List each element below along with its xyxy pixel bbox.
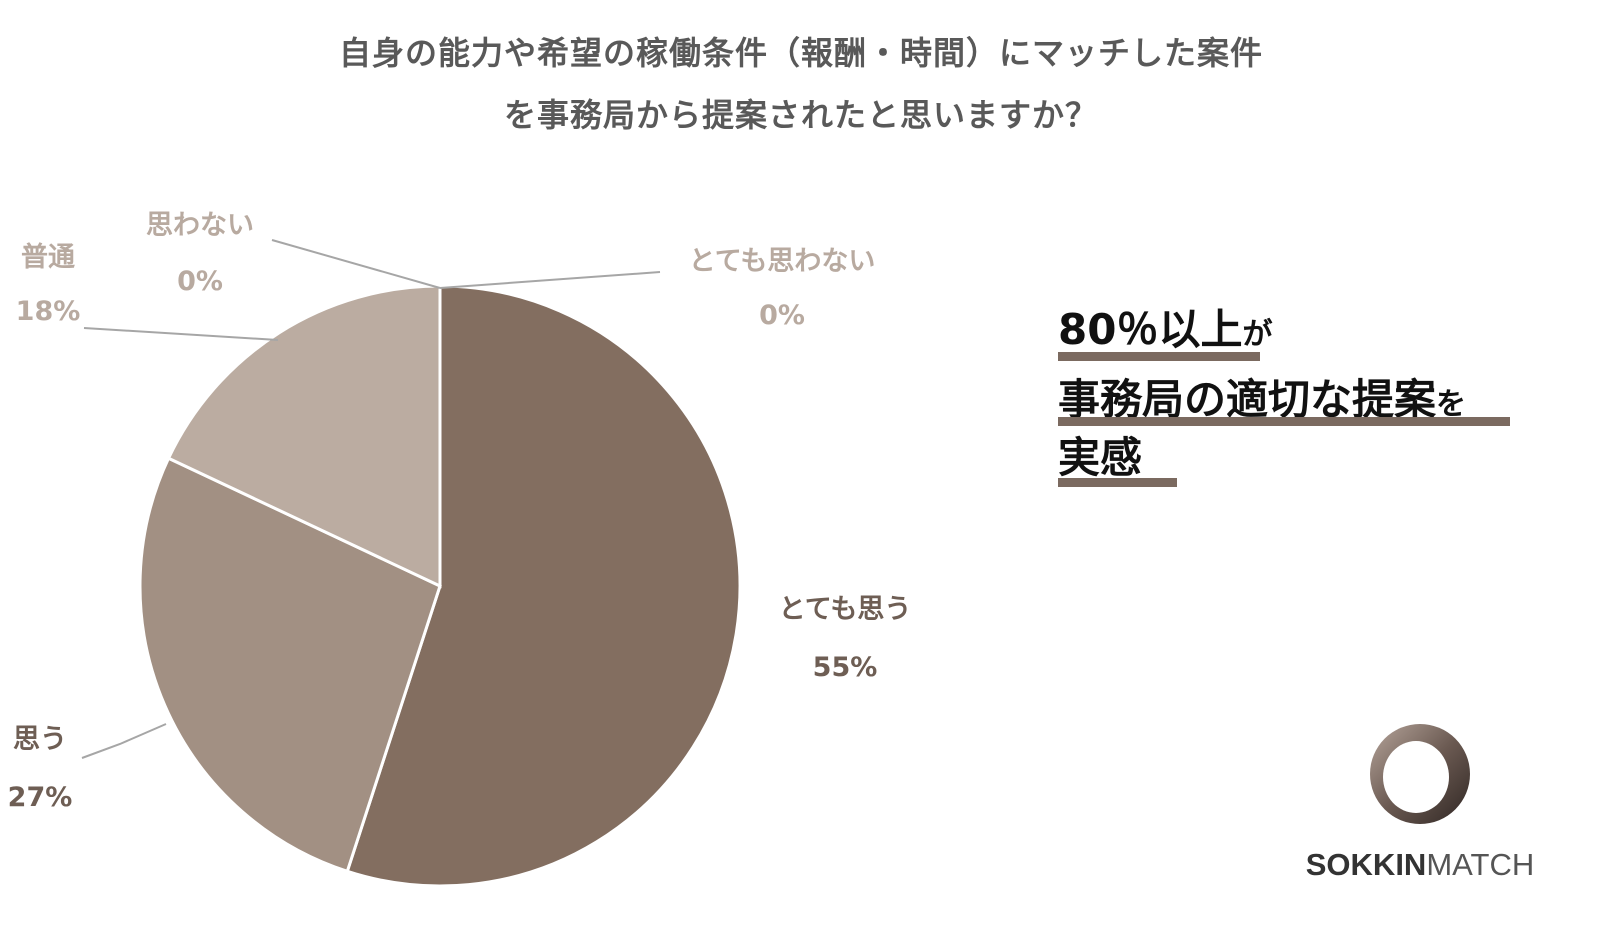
pie-slice-0	[345, 284, 742, 888]
callout-line2-small: を	[1436, 387, 1467, 422]
sokkinmatch-logo: SOKKINMATCH	[1295, 712, 1545, 902]
slice-label-0: とても思う	[779, 594, 912, 625]
slice-value-3: 0%	[177, 266, 223, 297]
pie-slice-1	[138, 456, 442, 874]
pie-slice-2	[166, 284, 442, 589]
leader-line-3	[271, 239, 441, 289]
slice-value-0: 55%	[813, 652, 878, 683]
slice-label-4: とても思わない	[689, 246, 876, 277]
leader-line-1	[81, 723, 167, 759]
callout-line2: 事務局の適切な提案を	[1058, 366, 1466, 427]
callout-line1-big: 80％以上	[1058, 305, 1243, 354]
callout-underline3	[1058, 478, 1177, 487]
callout-line1-small: が	[1242, 317, 1273, 352]
callout-underline2	[1058, 417, 1510, 426]
slice-label-3: 思わない	[146, 210, 254, 241]
slice-value-4: 0%	[759, 300, 805, 331]
callout-line3-big: 実感	[1058, 433, 1143, 482]
callout-line1: 80％以上が	[1058, 296, 1272, 357]
chart-title-line1: 自身の能力や希望の稼働条件（報酬・時間）にマッチした案件	[338, 34, 1263, 72]
slice-label-1: 思う	[13, 724, 67, 755]
slice-label-2: 普通	[21, 241, 75, 273]
ring-logo-icon	[1370, 724, 1470, 824]
callout-line2-big: 事務局の適切な提案	[1058, 375, 1437, 424]
logo-wordmark: SOKKINMATCH	[1295, 847, 1545, 883]
logo-text-match: MATCH	[1426, 847, 1535, 882]
leader-line-4	[439, 271, 661, 289]
callout-underline1	[1058, 352, 1260, 361]
slice-value-1: 27%	[8, 782, 73, 813]
slice-value-2: 18%	[16, 296, 81, 327]
leader-line-2	[83, 327, 279, 341]
logo-text-sokkin: SOKKIN	[1305, 847, 1427, 882]
chart-title-line2: を事務局から提案されたと思いますか？	[503, 96, 1098, 134]
callout-line3: 実感	[1058, 424, 1142, 485]
